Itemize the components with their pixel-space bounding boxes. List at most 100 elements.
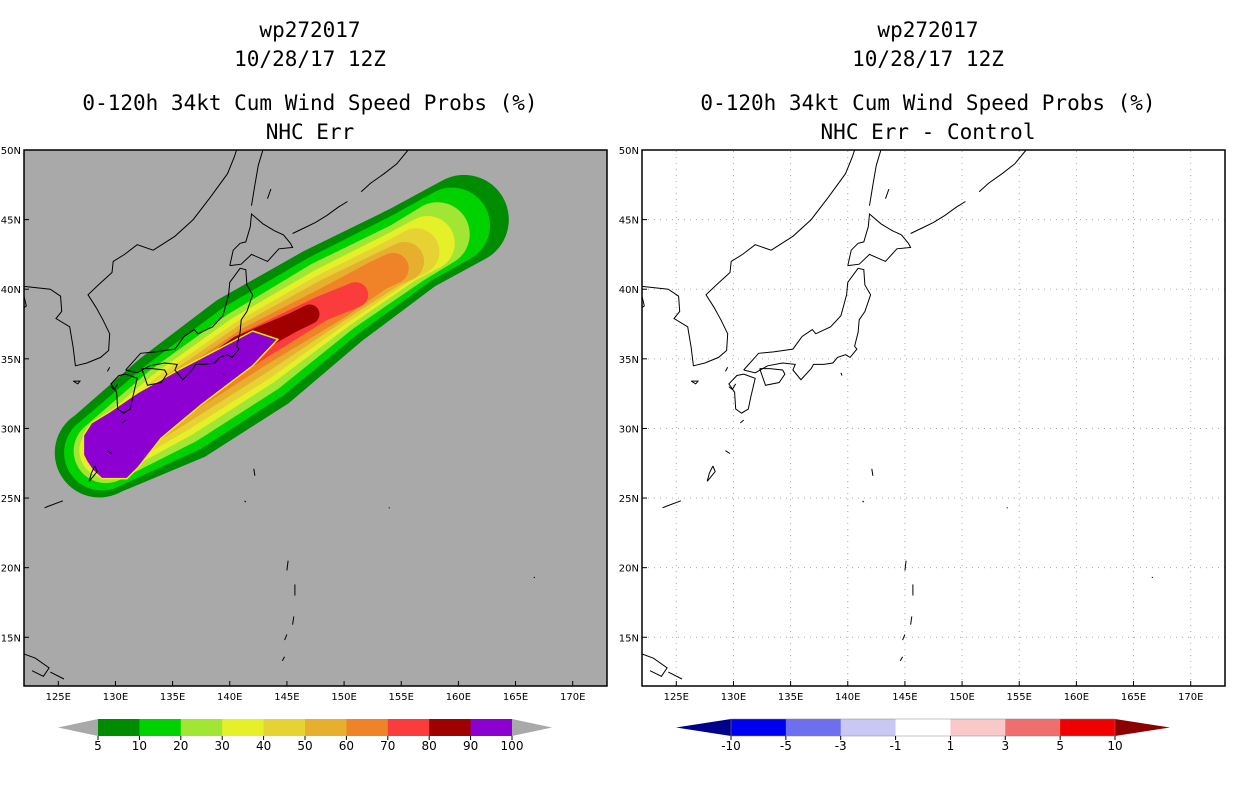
coastline-segment	[44, 500, 64, 509]
y-tick-label: 25N	[619, 494, 639, 505]
colorbar-segment	[840, 719, 897, 736]
colorbar-segment	[139, 719, 182, 736]
right-map-background	[642, 150, 1225, 686]
right-map-frame	[641, 149, 1226, 687]
colorbar-segment	[1060, 719, 1116, 736]
y-tick-label: 45N	[619, 216, 639, 227]
colorbar-segment	[180, 719, 223, 736]
y-tick-label: 20N	[1, 564, 21, 575]
coastline-segment	[642, 150, 856, 367]
coastline-segment	[292, 201, 348, 234]
colorbar-label: -3	[835, 739, 847, 753]
x-tick-label: 160E	[1064, 692, 1089, 703]
coastline-segment	[292, 616, 295, 625]
coastline-segment	[50, 671, 65, 680]
left-probability-swath	[54, 174, 509, 498]
y-tick-label: 30N	[1, 424, 21, 435]
left-x-axis: 125E 130E 135E 140E 145E 150E 155E 160E 165E 170E	[46, 681, 585, 703]
y-tick-label: 50N	[1, 146, 21, 157]
y-tick-label: 30N	[619, 424, 639, 435]
colorbar-label: 50	[297, 739, 312, 753]
right-colorbar: -10 -5 -3 -1 1 3 5 10	[676, 718, 1170, 753]
coastline-segment	[286, 560, 289, 571]
coastline-segment	[902, 634, 906, 641]
x-tick-label: 140E	[835, 692, 860, 703]
right-y-axis: 15N 20N 25N 30N 35N 40N 45N 50N	[619, 146, 647, 644]
colorbar-label: -5	[780, 739, 792, 753]
colorbar-low-triangle	[58, 719, 98, 736]
colorbar-segment	[346, 719, 389, 736]
coastline-segment	[739, 419, 745, 424]
x-tick-label: 165E	[1121, 692, 1146, 703]
coastline-segment	[106, 366, 111, 372]
coastline-segment	[253, 468, 256, 476]
y-tick-label: 35N	[619, 355, 639, 366]
coastline-segment	[724, 366, 729, 372]
left-map-frame	[23, 149, 608, 687]
coastline-segment	[690, 380, 700, 385]
colorbar-label: 10	[132, 739, 147, 753]
coastline-segment	[244, 500, 247, 503]
x-tick-label: 150E	[949, 692, 974, 703]
coastline-segment	[885, 188, 890, 199]
coastline-segment	[725, 450, 731, 454]
y-tick-label: 25N	[1, 494, 21, 505]
colorbar-label: 60	[339, 739, 354, 753]
x-tick-label: 155E	[389, 692, 414, 703]
coastline-segment	[871, 468, 874, 476]
colorbar-segment	[950, 719, 1006, 736]
coastline-segment	[978, 150, 1027, 193]
x-tick-label: 160E	[446, 692, 471, 703]
coastline-segment	[910, 616, 913, 625]
coastline-segment	[869, 150, 882, 206]
coastline-segment	[360, 150, 409, 193]
right-title-product: 0-120h 34kt Cum Wind Speed Probs (%)	[700, 91, 1155, 115]
coastline-segment	[910, 201, 966, 234]
colorbar-label: 70	[380, 739, 395, 753]
x-tick-label: 170E	[560, 692, 585, 703]
coastline-segment	[904, 560, 907, 571]
y-tick-label: 35N	[1, 355, 21, 366]
colorbar-segment	[387, 719, 430, 736]
colorbar-segment	[470, 719, 513, 736]
coastline-segment	[24, 653, 50, 677]
left-title-model: NHC Err	[266, 120, 355, 144]
colorbar-label: 80	[422, 739, 437, 753]
colorbar-label: -1	[890, 739, 902, 753]
colorbar-label: 30	[215, 739, 230, 753]
x-tick-label: 145E	[274, 692, 299, 703]
x-tick-label: 165E	[503, 692, 528, 703]
coastline-segment	[125, 267, 254, 381]
coastline-segment	[222, 372, 225, 376]
x-tick-label: 150E	[331, 692, 356, 703]
x-tick-label: 125E	[664, 692, 689, 703]
coastline-segment	[229, 212, 294, 267]
x-tick-label: 145E	[892, 692, 917, 703]
y-tick-label: 15N	[619, 633, 639, 644]
y-tick-label: 20N	[619, 564, 639, 575]
y-tick-label: 50N	[619, 146, 639, 157]
coastline-segment	[110, 373, 138, 414]
colorbar-label: 20	[173, 739, 188, 753]
coastline-segment	[267, 188, 272, 199]
left-title-storm: wp272017	[259, 18, 360, 42]
coastline-segment	[141, 368, 168, 386]
coastline-segment	[662, 500, 682, 509]
colorbar-low-triangle	[676, 719, 731, 736]
coastline-segment	[642, 653, 668, 677]
coastline-segment	[107, 450, 113, 454]
coastline-segment	[862, 500, 865, 503]
colorbar-label: -10	[721, 739, 741, 753]
x-tick-label: 140E	[217, 692, 242, 703]
colorbar-label: 100	[501, 739, 524, 753]
left-colorbar: 5 10 20 30 40 50 60 70 80 90 100	[58, 719, 552, 753]
left-title-date: 10/28/17 12Z	[234, 47, 386, 71]
colorbar-segment	[895, 719, 951, 736]
colorbar-label: 1	[947, 739, 955, 753]
x-tick-label: 125E	[46, 692, 71, 703]
colorbar-segment	[222, 719, 265, 736]
coastline-segment	[847, 212, 912, 267]
coastline-segment	[284, 634, 288, 641]
right-x-axis: 125E 130E 135E 140E 145E 150E 155E 160E 165E 170E	[664, 681, 1203, 703]
coastline-segment	[110, 383, 119, 391]
